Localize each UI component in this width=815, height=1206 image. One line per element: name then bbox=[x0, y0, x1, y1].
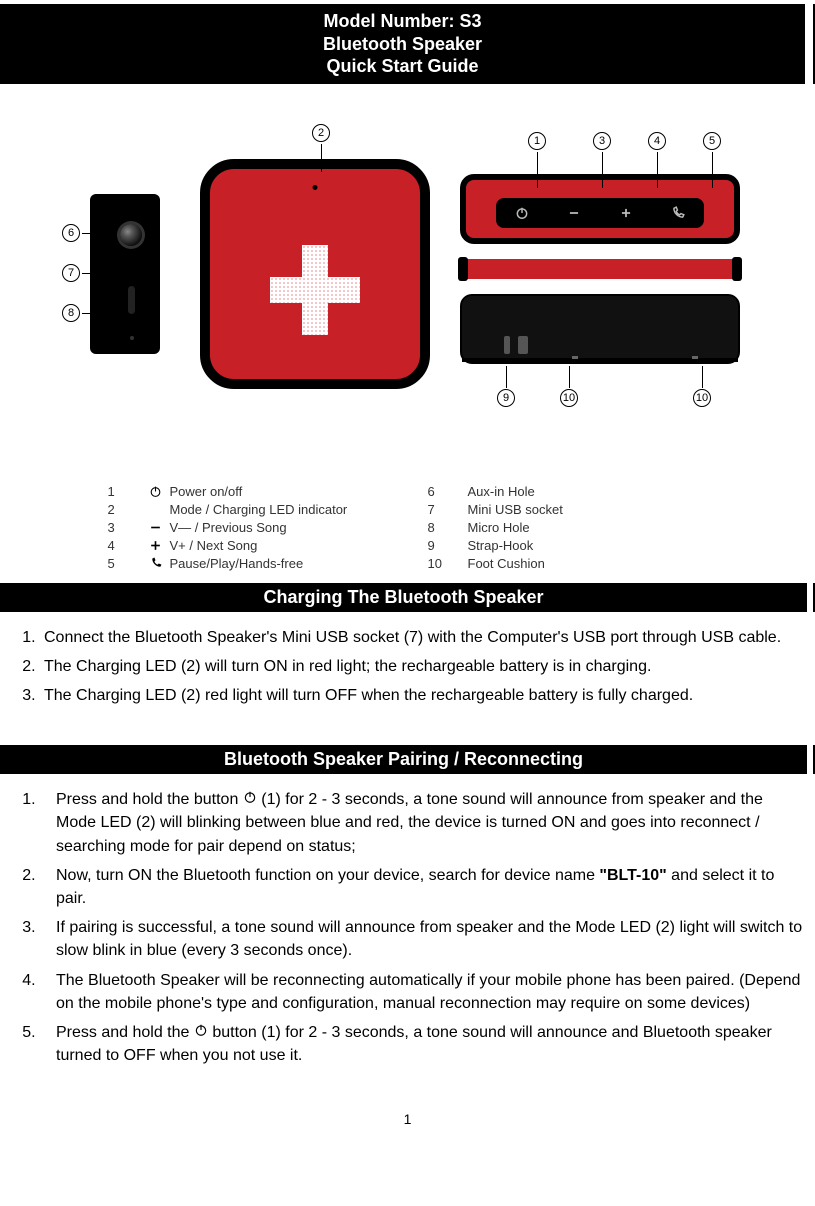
leader-line bbox=[602, 152, 603, 188]
legend-desc: Foot Cushion bbox=[468, 556, 668, 571]
cross-logo-icon bbox=[270, 245, 360, 335]
parts-legend: 1 Power on/off 6Aux-in Hole 2 Mode / Chargin… bbox=[88, 484, 728, 571]
bottom-view-illustration bbox=[460, 294, 740, 364]
legend-text: Power on/off bbox=[170, 484, 243, 499]
list-item: Now, turn ON the Bluetooth function on y… bbox=[40, 864, 805, 910]
minus-icon bbox=[148, 521, 164, 534]
text-run: Press and hold the bbox=[56, 1024, 194, 1041]
leader-line bbox=[82, 233, 114, 234]
phone-icon bbox=[148, 557, 164, 570]
legend-num: 2 bbox=[108, 502, 148, 517]
legend-desc: Mode / Charging LED indicator bbox=[148, 502, 428, 517]
legend-text: Pause/Play/Hands-free bbox=[170, 556, 304, 571]
section-title-charging: Charging The Bluetooth Speaker bbox=[0, 583, 815, 612]
legend-num: 6 bbox=[428, 484, 468, 499]
legend-text: V— / Previous Song bbox=[170, 520, 287, 535]
header-line-3: Quick Start Guide bbox=[0, 55, 805, 78]
legend-num: 3 bbox=[108, 520, 148, 535]
callout-1: 1 bbox=[528, 132, 546, 150]
legend-num: 4 bbox=[108, 538, 148, 553]
usb-slot-icon bbox=[128, 286, 135, 314]
leader-line bbox=[712, 152, 713, 188]
edge-view-illustration bbox=[460, 259, 740, 279]
callout-6: 6 bbox=[62, 224, 80, 242]
legend-desc: Mini USB socket bbox=[468, 502, 668, 517]
power-icon bbox=[148, 485, 164, 498]
text-run: Press and hold the button bbox=[56, 791, 243, 808]
text-run: Now, turn ON the Bluetooth function on y… bbox=[56, 867, 599, 884]
list-item: If pairing is successful, a tone sound w… bbox=[40, 916, 805, 962]
power-icon bbox=[243, 788, 257, 811]
legend-desc: V— / Previous Song bbox=[148, 520, 428, 535]
callout-9: 9 bbox=[497, 389, 515, 407]
leader-line bbox=[569, 366, 570, 388]
page-number: 1 bbox=[0, 1111, 815, 1127]
list-item: Press and hold the button (1) for 2 - 3 … bbox=[40, 1021, 805, 1068]
callout-3: 3 bbox=[593, 132, 611, 150]
power-icon bbox=[194, 1021, 208, 1044]
legend-num: 10 bbox=[428, 556, 468, 571]
callout-5: 5 bbox=[703, 132, 721, 150]
legend-num: 8 bbox=[428, 520, 468, 535]
leader-line bbox=[506, 366, 507, 388]
header-line-2: Bluetooth Speaker bbox=[0, 33, 805, 56]
leader-line bbox=[702, 366, 703, 388]
lens-icon bbox=[120, 224, 142, 246]
product-figure: 6 7 8 2 1 3 4 5 9 10 10 bbox=[0, 104, 815, 484]
legend-num: 7 bbox=[428, 502, 468, 517]
phone-icon bbox=[671, 206, 685, 220]
text-run: If pairing is successful, a tone sound w… bbox=[56, 919, 802, 959]
list-item: The Bluetooth Speaker will be reconnecti… bbox=[40, 969, 805, 1015]
document-header: Model Number: S3 Bluetooth Speaker Quick… bbox=[0, 4, 815, 84]
legend-desc: Power on/off bbox=[148, 484, 428, 499]
plus-icon bbox=[148, 539, 164, 552]
section-title-pairing: Bluetooth Speaker Pairing / Reconnecting bbox=[0, 745, 815, 774]
minus-icon bbox=[567, 206, 581, 220]
callout-8: 8 bbox=[62, 304, 80, 322]
charging-content: Connect the Bluetooth Speaker's Mini USB… bbox=[0, 626, 815, 734]
legend-num: 9 bbox=[428, 538, 468, 553]
pairing-content: Press and hold the button (1) for 2 - 3 … bbox=[0, 788, 815, 1093]
leader-line bbox=[82, 273, 114, 274]
list-item: The Charging LED (2) will turn ON in red… bbox=[40, 655, 805, 678]
port-icon bbox=[504, 336, 510, 354]
led-dot-icon bbox=[313, 185, 318, 190]
button-panel bbox=[496, 198, 704, 228]
micro-hole-icon bbox=[130, 336, 134, 340]
top-view-illustration bbox=[460, 174, 740, 244]
foot-icon bbox=[692, 356, 698, 359]
leader-line bbox=[657, 152, 658, 188]
legend-desc: Strap-Hook bbox=[468, 538, 668, 553]
text-run: The Bluetooth Speaker will be reconnecti… bbox=[56, 972, 800, 1012]
front-view-illustration bbox=[200, 159, 430, 389]
legend-num: 5 bbox=[108, 556, 148, 571]
callout-4: 4 bbox=[648, 132, 666, 150]
legend-text: V+ / Next Song bbox=[170, 538, 258, 553]
legend-desc: Aux-in Hole bbox=[468, 484, 668, 499]
leader-line bbox=[82, 313, 114, 314]
legend-desc: V+ / Next Song bbox=[148, 538, 428, 553]
callout-2: 2 bbox=[312, 124, 330, 142]
foot-icon bbox=[572, 356, 578, 359]
legend-num: 1 bbox=[108, 484, 148, 499]
callout-10: 10 bbox=[560, 389, 578, 407]
legend-text: Mode / Charging LED indicator bbox=[170, 502, 348, 517]
charging-list: Connect the Bluetooth Speaker's Mini USB… bbox=[10, 626, 805, 708]
list-item: Connect the Bluetooth Speaker's Mini USB… bbox=[40, 626, 805, 649]
pairing-list: Press and hold the button (1) for 2 - 3 … bbox=[10, 788, 805, 1067]
legend-desc: Micro Hole bbox=[468, 520, 668, 535]
list-item: Press and hold the button (1) for 2 - 3 … bbox=[40, 788, 805, 858]
leader-line bbox=[321, 144, 322, 172]
plus-icon bbox=[619, 206, 633, 220]
legend-desc: Pause/Play/Hands-free bbox=[148, 556, 428, 571]
callout-7: 7 bbox=[62, 264, 80, 282]
header-line-1: Model Number: S3 bbox=[0, 10, 805, 33]
leader-line bbox=[537, 152, 538, 188]
bold-text: "BLT-10" bbox=[599, 867, 666, 884]
power-icon bbox=[515, 206, 529, 220]
port-icon bbox=[518, 336, 528, 354]
list-item: The Charging LED (2) red light will turn… bbox=[40, 684, 805, 707]
side-view-illustration bbox=[90, 194, 160, 354]
callout-10b: 10 bbox=[693, 389, 711, 407]
